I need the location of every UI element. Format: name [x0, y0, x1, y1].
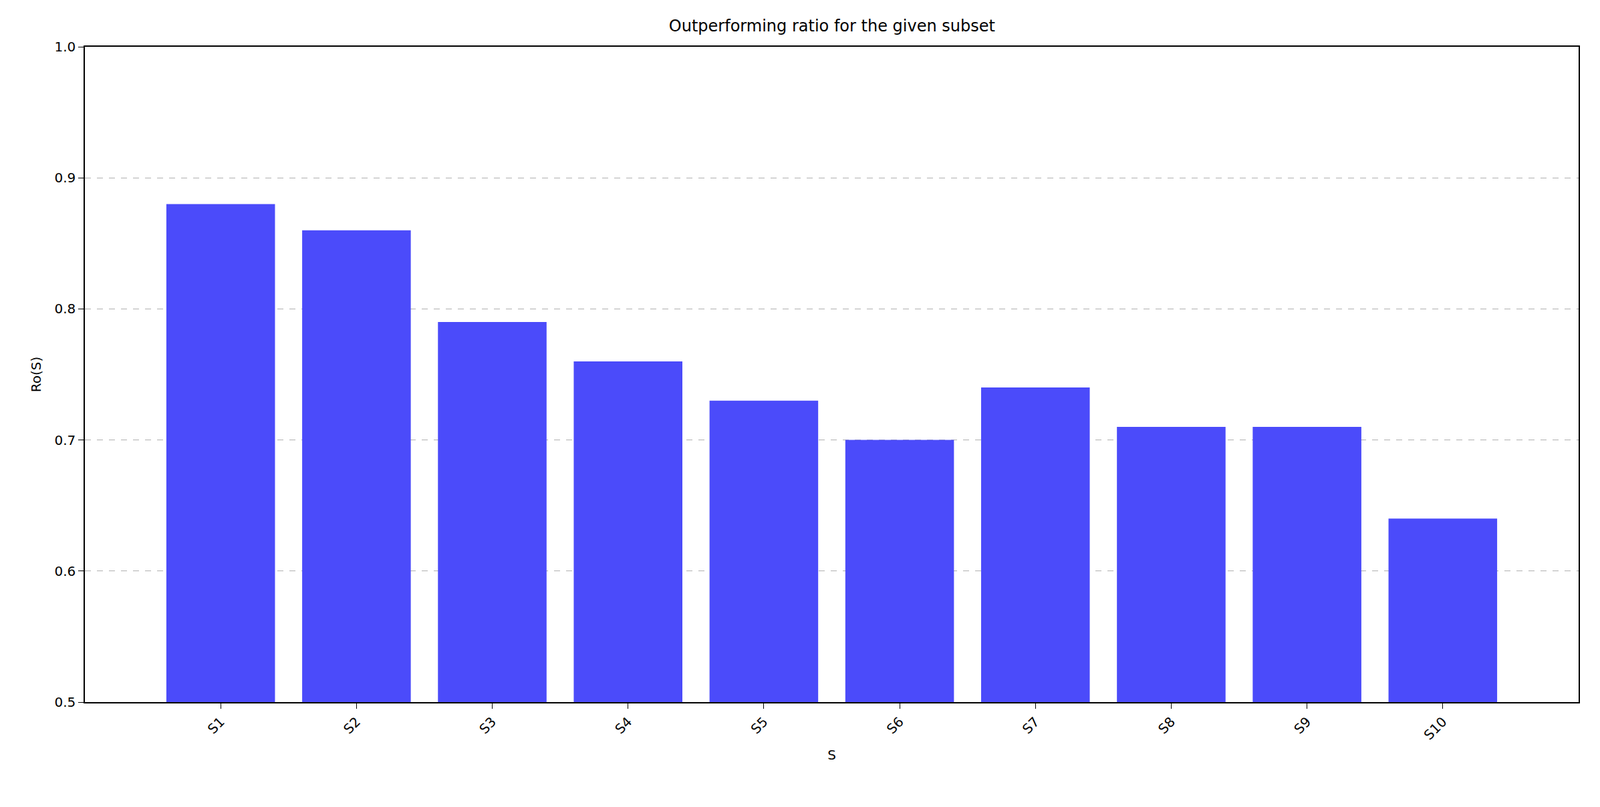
- svg-text:S8: S8: [1154, 713, 1179, 738]
- svg-text:Outperforming ratio for the gi: Outperforming ratio for the given subset: [669, 16, 996, 36]
- svg-text:0.7: 0.7: [54, 432, 76, 449]
- svg-text:S1: S1: [204, 713, 228, 738]
- svg-text:S: S: [827, 747, 837, 764]
- svg-text:S6: S6: [883, 713, 907, 738]
- svg-text:0.9: 0.9: [54, 169, 76, 186]
- svg-text:S4: S4: [611, 713, 635, 738]
- svg-text:S10: S10: [1420, 713, 1450, 744]
- svg-text:0.6: 0.6: [54, 563, 76, 580]
- svg-text:S7: S7: [1019, 713, 1043, 738]
- svg-text:S3: S3: [475, 713, 500, 738]
- svg-text:S9: S9: [1290, 713, 1314, 738]
- svg-text:0.5: 0.5: [54, 694, 76, 711]
- svg-text:S5: S5: [747, 713, 772, 738]
- svg-text:0.8: 0.8: [54, 300, 76, 317]
- svg-text:1.0: 1.0: [54, 38, 76, 55]
- svg-text:S2: S2: [340, 713, 364, 738]
- svg-text:Ro(S): Ro(S): [28, 356, 45, 393]
